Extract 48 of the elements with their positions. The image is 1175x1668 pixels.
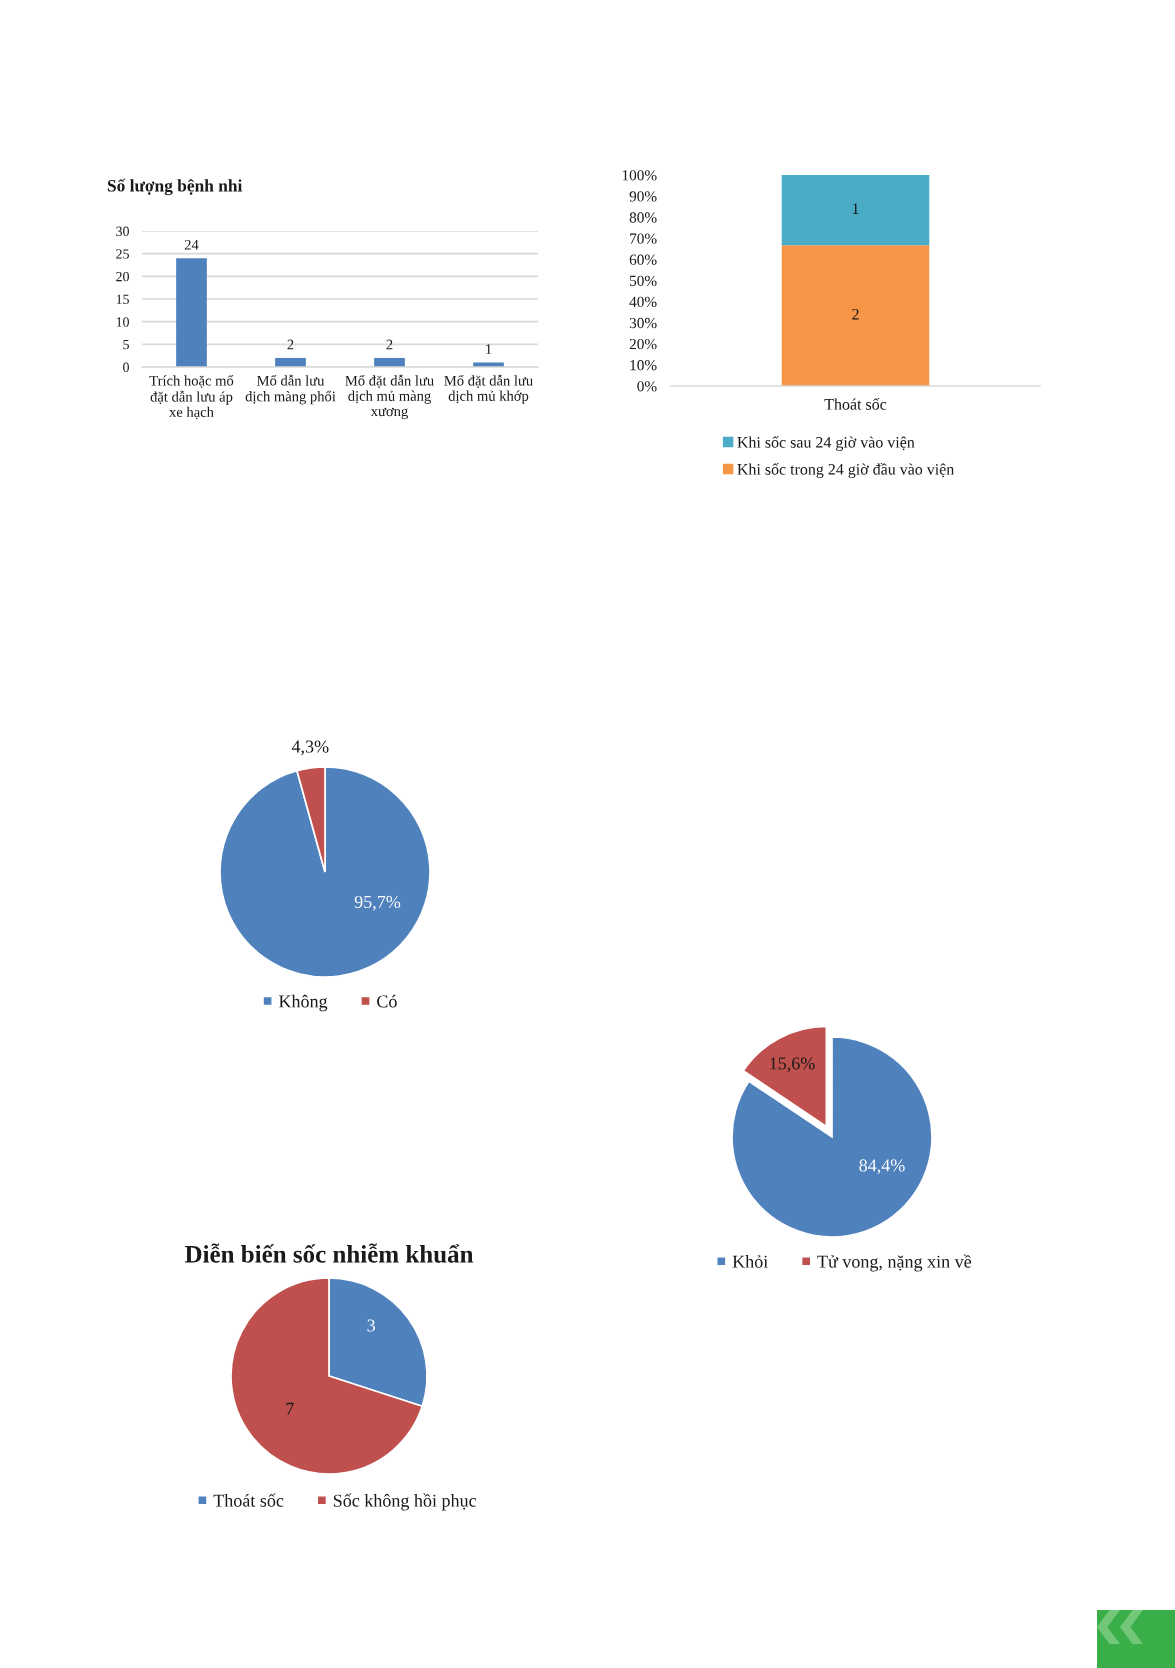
data-label: 7 <box>286 1402 294 1415</box>
y-tick-label: 0 <box>123 362 129 372</box>
bar <box>176 258 207 367</box>
chart-title: Diễn biến sốc nhiễm khuẩn <box>184 1243 474 1263</box>
y-tick-label: 90% <box>629 191 657 202</box>
y-tick-label: 20% <box>629 338 657 350</box>
y-tick-label: 100% <box>622 170 657 181</box>
y-tick-label: 10% <box>630 360 657 371</box>
chart-title: Số lượng bệnh nhi <box>107 178 243 196</box>
x-tick-label: Thoát sốc <box>824 398 887 410</box>
legend-label: Không <box>278 994 328 1012</box>
legend-label: Khi sốc sau 24 giờ vào viện <box>737 436 915 452</box>
data-label: 84,4% <box>859 1159 905 1175</box>
y-tick-label: 0% <box>637 381 657 392</box>
y-tick-label: 5 <box>123 340 129 350</box>
y-tick-label: 80% <box>629 212 657 223</box>
y-tick-label: 60% <box>629 254 657 265</box>
y-tick-label: 50% <box>630 275 657 286</box>
data-label: 24 <box>184 239 199 250</box>
pie-slice <box>219 766 431 978</box>
x-tick-label: Trích hoặc mổ đặt dẫn lưu áp xe hạch <box>149 374 234 420</box>
legend-label: Khi sốc trong 24 giờ đầu vào viện <box>737 462 955 478</box>
data-label: 15,6% <box>770 1057 815 1073</box>
legend-label: Sốc không hồi phục <box>333 1493 477 1511</box>
y-tick-label: 15 <box>116 294 129 304</box>
legend-label: Tử vong, nặng xin về <box>817 1254 972 1272</box>
data-label: 2 <box>386 339 393 350</box>
x-tick-label: Mổ đặt dẫn lưu dịch mủ màng xương <box>345 374 434 420</box>
pie-slice <box>230 1277 424 1475</box>
legend-label: Khỏi <box>732 1255 768 1268</box>
legend-label: Thoát sốc <box>213 1493 284 1507</box>
y-tick-label: 70% <box>630 233 657 244</box>
y-tick-label: 20 <box>116 271 129 282</box>
annotation: 2 <box>852 308 859 320</box>
x-tick-label: Mổ dẫn lưu dịch màng phổi <box>245 374 336 405</box>
data-label: 4,3% <box>291 740 329 756</box>
x-tick-label: Mổ đặt dẫn lưu dịch mủ khớp <box>444 374 533 404</box>
data-label: 95,7% <box>354 895 401 911</box>
y-tick-label: 30 <box>116 226 129 236</box>
y-tick-label: 40% <box>629 296 657 308</box>
annotation: 1 <box>852 203 859 214</box>
data-label: 1 <box>486 344 492 354</box>
data-label: 2 <box>287 339 294 350</box>
legend-label: Có <box>377 994 397 1008</box>
y-tick-label: 25 <box>116 249 129 259</box>
y-tick-label: 30% <box>629 317 657 329</box>
y-tick-label: 10 <box>116 317 129 327</box>
data-label: 3 <box>367 1319 375 1332</box>
